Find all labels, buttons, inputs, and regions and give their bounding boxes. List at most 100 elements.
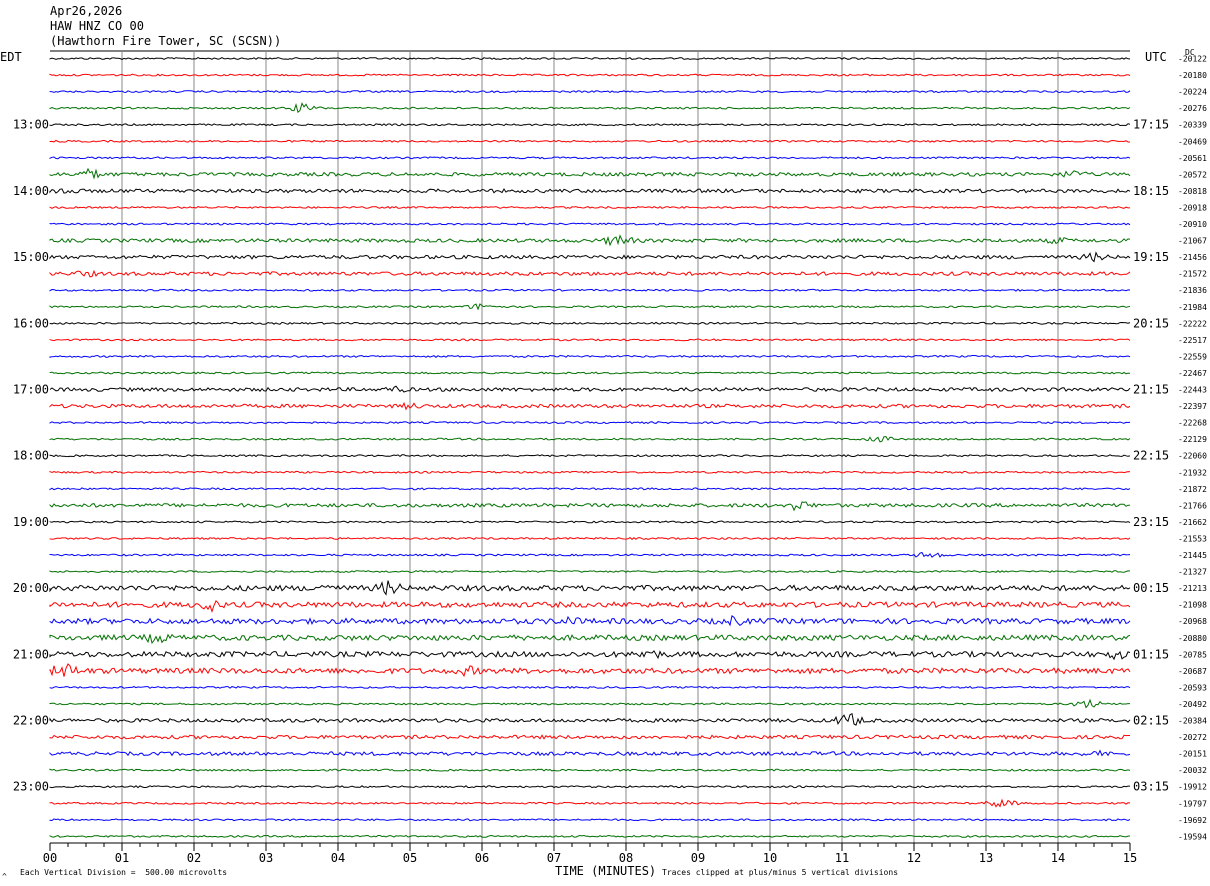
dc-offset-label: -21067: [1178, 237, 1207, 246]
dc-offset-label: -22397: [1178, 402, 1207, 411]
seismic-trace: [49, 385, 1131, 393]
station-location: (Hawthorn Fire Tower, SC (SCSN)): [50, 34, 282, 48]
seismic-trace: [49, 749, 1131, 757]
dc-offset-label: -20469: [1178, 137, 1207, 146]
seismic-trace: [49, 663, 1131, 678]
seismic-trace: [49, 73, 1131, 77]
seismic-trace: [49, 600, 1131, 613]
dc-offset-label: -22517: [1178, 336, 1207, 345]
dc-offset-label: -21766: [1178, 501, 1207, 510]
seismic-trace: [49, 768, 1131, 772]
dc-offset-label: -20593: [1178, 683, 1207, 692]
dc-offset-label: -20492: [1178, 700, 1207, 709]
x-tick-label: 11: [835, 851, 849, 865]
dc-offset-label: -21456: [1178, 253, 1207, 262]
x-tick-label: 12: [907, 851, 921, 865]
utc-hour-label: 22:15: [1133, 449, 1169, 463]
edt-hour-label: 15:00: [13, 250, 49, 264]
x-tick-label: 10: [763, 851, 777, 865]
dc-offset-label: -19797: [1178, 799, 1207, 808]
utc-hour-label: 01:15: [1133, 647, 1169, 661]
dc-offset-label: -21098: [1178, 601, 1207, 610]
x-tick-label: 13: [979, 851, 993, 865]
seismic-trace: [49, 615, 1131, 627]
dc-offset-label: -20818: [1178, 187, 1207, 196]
dc-offset-label: -21327: [1178, 568, 1207, 577]
utc-hour-label: 17:15: [1133, 118, 1169, 132]
dc-offset-label: -21932: [1178, 468, 1207, 477]
dc-offset-label: -20918: [1178, 203, 1207, 212]
dc-offset-label: -20151: [1178, 750, 1207, 759]
edt-hour-label: 22:00: [13, 714, 49, 728]
edt-hour-label: 13:00: [13, 118, 49, 132]
x-tick-label: 03: [259, 851, 273, 865]
dc-offset-label: -20910: [1178, 220, 1207, 229]
seismic-trace: [49, 487, 1131, 491]
dc-offset-label: -20572: [1178, 170, 1207, 179]
dc-offset-label: -21213: [1178, 584, 1207, 593]
seismic-trace: [49, 102, 1131, 114]
x-tick-label: 04: [331, 851, 345, 865]
dc-offset-label: -22222: [1178, 319, 1207, 328]
seismic-trace: [49, 454, 1131, 458]
seismic-trace: [49, 436, 1131, 443]
dc-offset-label: -20561: [1178, 154, 1207, 163]
seismic-trace: [49, 156, 1131, 160]
dc-offset-label: -22467: [1178, 369, 1207, 378]
dc-offset-label: -20180: [1178, 71, 1207, 80]
seismic-trace: [49, 123, 1131, 127]
x-tick-label: 00: [43, 851, 57, 865]
seismic-trace: [49, 520, 1131, 524]
seismic-trace: [49, 421, 1131, 425]
dc-offset-label: -22268: [1178, 419, 1207, 428]
seismic-trace: [49, 139, 1130, 143]
edt-hour-label: 19:00: [13, 515, 49, 529]
x-tick-label: 06: [475, 851, 489, 865]
dc-offset-label: -21984: [1178, 303, 1207, 312]
dc-offset-label: -19594: [1178, 832, 1207, 841]
edt-hour-label: 21:00: [13, 647, 49, 661]
seismic-trace: [49, 834, 1131, 838]
edt-hour-label: 23:00: [13, 780, 49, 794]
dc-offset-label: -22443: [1178, 386, 1207, 395]
seismic-trace: [49, 570, 1131, 574]
seismic-trace: [49, 269, 1131, 278]
seismic-trace: [49, 167, 1131, 180]
edt-hour-label: 20:00: [13, 581, 49, 595]
seismic-trace: [49, 354, 1131, 358]
utc-hour-label: 19:15: [1133, 250, 1169, 264]
x-tick-label: 08: [619, 851, 633, 865]
seismic-trace: [49, 251, 1131, 263]
clipping-note: Traces clipped at plus/minus 5 vertical …: [662, 868, 899, 877]
seismic-trace: [49, 205, 1130, 209]
dc-offset-header: DC: [1185, 48, 1195, 57]
dc-offset-label: -20122: [1178, 55, 1207, 64]
seismic-trace: [49, 734, 1130, 740]
plot-date: Apr26,2026: [50, 4, 123, 18]
seismic-trace: [49, 536, 1131, 540]
dc-offset-label: -20339: [1178, 121, 1207, 130]
seismic-trace: [49, 633, 1131, 645]
x-tick-label: 07: [547, 851, 561, 865]
corner-mark: ^: [2, 872, 7, 881]
seismic-trace: [49, 785, 1130, 789]
dc-offset-label: -21662: [1178, 518, 1207, 527]
seismic-trace: [49, 818, 1131, 822]
seismic-trace: [49, 338, 1131, 342]
seismic-trace: [49, 90, 1131, 94]
utc-hour-label: 03:15: [1133, 780, 1169, 794]
seismic-trace: [49, 234, 1131, 247]
dc-offset-label: -21572: [1178, 270, 1207, 279]
seismic-trace: [49, 551, 1131, 558]
seismic-trace: [49, 650, 1131, 661]
utc-hour-label: 21:15: [1133, 383, 1169, 397]
x-tick-label: 15: [1123, 851, 1137, 865]
x-tick-label: 09: [691, 851, 705, 865]
x-axis-label: TIME (MINUTES): [555, 864, 657, 878]
seismic-trace: [49, 698, 1130, 709]
dc-offset-label: -21553: [1178, 534, 1207, 543]
dc-offset-label: -20276: [1178, 104, 1207, 113]
utc-hour-label: 00:15: [1133, 581, 1169, 595]
dc-offset-label: -21836: [1178, 286, 1207, 295]
dc-offset-label: -22129: [1178, 435, 1207, 444]
